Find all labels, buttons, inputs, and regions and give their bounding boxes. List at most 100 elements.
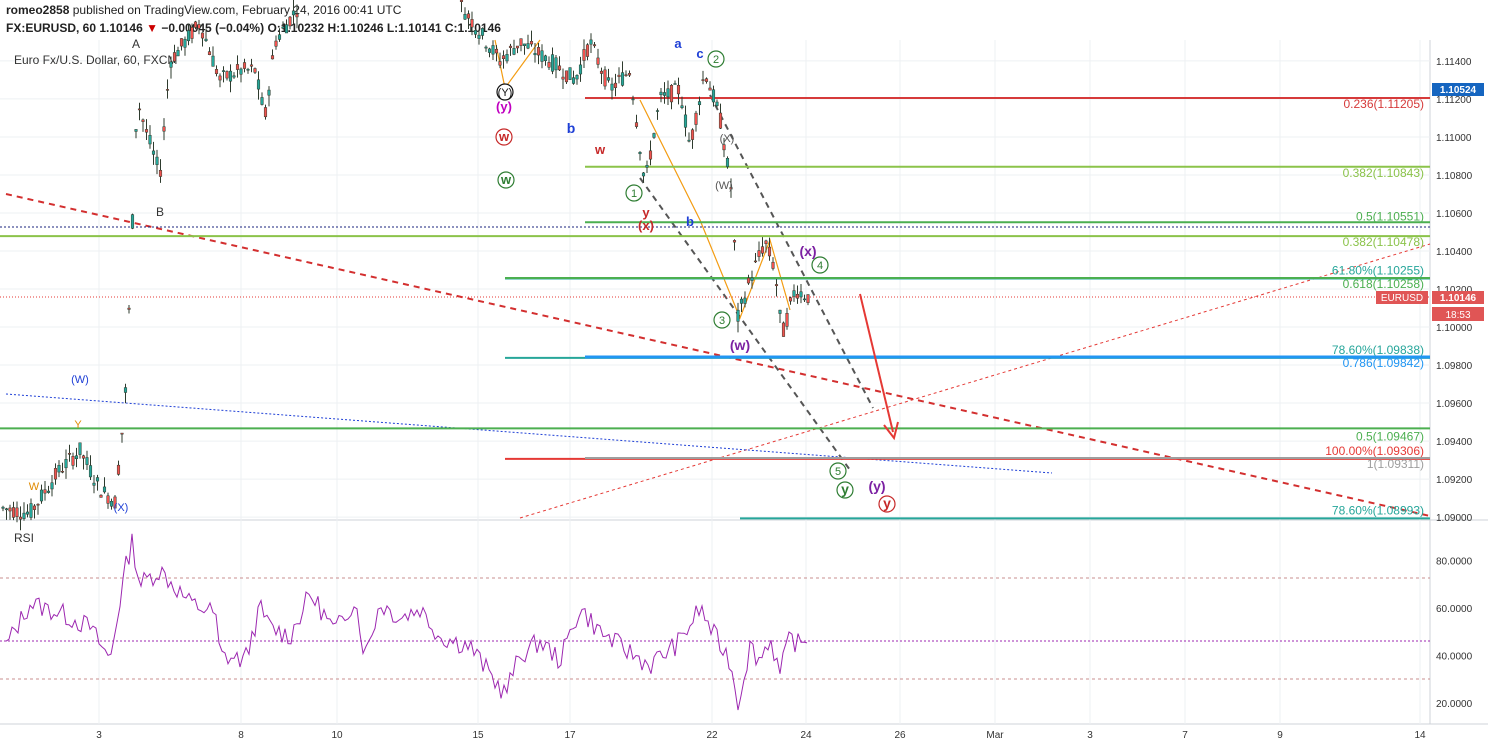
candle-body [60, 470, 65, 473]
candle-body [144, 129, 149, 133]
candle-body [64, 459, 68, 469]
candle-body [652, 133, 656, 138]
candle-body [473, 30, 478, 35]
wave-label: a [674, 36, 682, 51]
wave-label: (x) [638, 218, 654, 233]
rsi-tick: 80.0000 [1436, 557, 1473, 568]
candle-body [46, 490, 51, 493]
fib-level-label: 78.60%(1.09838) [1332, 343, 1424, 357]
candle-body [165, 89, 170, 91]
fib-level-label: 61.80%(1.10255) [1332, 264, 1424, 278]
candle-body [624, 74, 628, 76]
time-tick: 24 [800, 730, 812, 741]
price-axis[interactable]: 1.11400 1.11200 1.11000 1.10800 1.10600 1.104… [1436, 57, 1473, 524]
candle-body [648, 150, 653, 160]
candle-body [795, 293, 800, 299]
candle-body [29, 503, 33, 518]
candle-body [256, 79, 261, 90]
candle-body [557, 65, 562, 71]
price-tick: 1.10000 [1436, 323, 1473, 334]
countdown-label: 18:53 [1445, 310, 1470, 321]
candle-body [571, 77, 576, 84]
candle-body [722, 144, 726, 151]
candle-body [99, 494, 103, 498]
ohlc-values: O:1.10232 H:1.10246 L:1.10141 C:1.10146 [267, 21, 501, 35]
candle-body [596, 57, 600, 65]
fib-levels[interactable]: 0.236(1.11205) 0.382(1.10843) 0.5(1.10551)… [0, 96, 1430, 520]
candle-body [186, 30, 191, 42]
zigzag-main[interactable] [639, 99, 791, 320]
wave-label: b [686, 214, 694, 229]
fib-level-label: 1(1.09311) [1367, 457, 1424, 471]
candle-body [487, 48, 492, 53]
symbol[interactable]: FX:EURUSD, 60 [6, 21, 97, 35]
red-dotted-trendline[interactable] [519, 243, 1431, 519]
wave-label: y [883, 495, 891, 511]
rsi-tick: 60.0000 [1436, 604, 1473, 615]
candle-body [137, 108, 142, 111]
candle-body [50, 482, 54, 490]
wave-label-circle [811, 256, 829, 274]
down-arrow-icon: ▼ [146, 21, 158, 35]
candle-body [459, 0, 464, 2]
wave-label: (y) [868, 478, 885, 494]
candle-body [263, 107, 268, 118]
candle-body [120, 432, 124, 435]
time-axis[interactable]: 3 8 10 15 17 22 24 26 Mar 3 7 9 14 [96, 730, 1426, 741]
symbol-tag: EURUSD [1381, 293, 1423, 304]
rsi-line[interactable] [5, 533, 808, 711]
wave-label: (W) [71, 374, 89, 386]
candle-body [148, 135, 152, 145]
candle-body [288, 16, 292, 27]
wave-label: w [498, 129, 510, 144]
candle-body [540, 50, 544, 62]
candle-body [788, 297, 793, 302]
wave-label: y [841, 481, 849, 497]
publish-info: published on TradingView.com, February 2… [72, 3, 402, 17]
candle-body [687, 139, 691, 142]
candle-body [750, 277, 754, 281]
candle-body [249, 64, 254, 67]
price-tick: 1.09800 [1436, 361, 1473, 372]
candle-body [155, 156, 159, 165]
candle-body [634, 122, 639, 127]
author-name[interactable]: romeo2858 [6, 3, 70, 17]
fib-level-label: 0.786(1.09842) [1343, 356, 1424, 370]
rsi-axis[interactable]: 80.0000 60.0000 40.0000 20.0000 [1436, 557, 1473, 711]
candle-body [655, 110, 660, 112]
candle-body [592, 44, 597, 47]
candle-body [638, 151, 642, 155]
candle-body [526, 43, 530, 49]
candle-body [757, 250, 761, 257]
candle-body [57, 464, 61, 473]
wave-label-circle [836, 481, 854, 499]
candle-body [43, 489, 47, 494]
fib-level-label: 0.382(1.10843) [1343, 166, 1424, 180]
candle-body [246, 69, 250, 71]
wave-label: (W) [715, 180, 733, 192]
candle-body [781, 322, 786, 337]
blue-dotted-trendline[interactable] [5, 393, 1053, 474]
fib-level-label: 0.236(1.11205) [1343, 97, 1424, 111]
candle-body [774, 284, 779, 287]
candle-body [718, 112, 723, 129]
candle-body [708, 87, 712, 91]
high-price-label: 1.10524 [1440, 85, 1477, 96]
candle-body [694, 112, 698, 125]
candle-body [267, 89, 271, 96]
candle-body [666, 88, 670, 98]
candle-body [631, 98, 635, 101]
candle-body [711, 89, 716, 103]
wave-label: w [594, 142, 606, 157]
price-tick: 1.10400 [1436, 247, 1473, 258]
candle-body [690, 129, 695, 140]
red-dashed-trendline[interactable] [5, 193, 1431, 517]
forecast-arrow-line[interactable] [859, 293, 894, 433]
channel-lower-line[interactable] [639, 177, 851, 471]
candle-body [725, 158, 730, 167]
candle-body [134, 129, 138, 132]
channel-upper-line[interactable] [709, 94, 874, 409]
candle-body [568, 67, 572, 80]
candle-body [680, 105, 684, 108]
